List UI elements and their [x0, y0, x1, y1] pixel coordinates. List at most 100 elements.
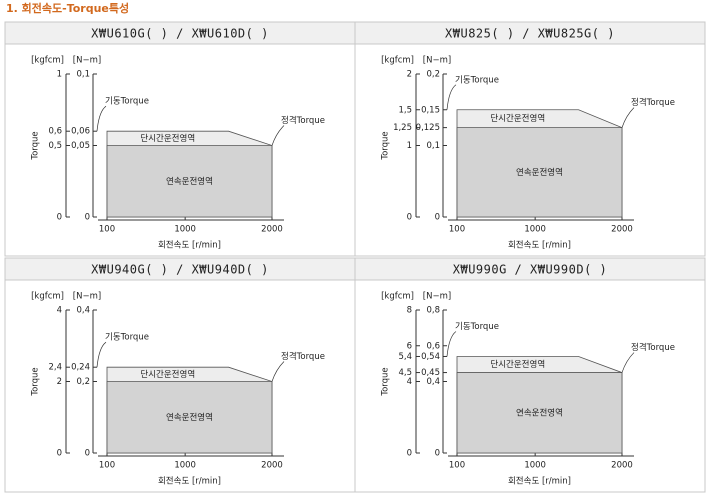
region-area [456, 372, 623, 454]
axis-unit: [kgfcm] [31, 56, 64, 66]
y2-tick-label: 2,4 [48, 363, 62, 373]
annotation: 정격Torque [631, 97, 675, 108]
y-tick-label: 0,4 [76, 306, 90, 316]
y-tick-label: 0,45 [421, 368, 440, 378]
x-tick-label: 1000 [174, 461, 196, 471]
annotation: 기동Torque [105, 97, 149, 107]
y2-tick-label: 1 [57, 70, 62, 80]
region-label: 단시간운전영역 [490, 113, 545, 124]
panel-header [354, 257, 706, 281]
x-tick-label: 2000 [261, 461, 283, 471]
x-tick-label: 2000 [611, 461, 633, 471]
leader-line [621, 352, 635, 373]
region-label: 연속운전영역 [166, 412, 213, 423]
leader-line [271, 361, 285, 382]
y2-tick-label: 0,6 [48, 127, 62, 137]
y2-tick-label: 5,4 [398, 352, 412, 362]
y-tick-label: 0,8 [426, 306, 440, 316]
page-title: 1. 회전속도-Torque특성 [6, 1, 129, 15]
axis-unit: [N−m] [73, 56, 101, 66]
y2-tick-label: 1,25 [393, 123, 412, 133]
y-tick-label: 0,4 [426, 377, 440, 387]
panel-title: X₩U990G / X₩U990D( ) [453, 263, 608, 277]
x-tick-label: 1000 [174, 225, 196, 235]
leader-line [446, 84, 457, 110]
y-tick-label: 0 [435, 213, 440, 223]
region-label: 단시간운전영역 [140, 369, 195, 380]
panel-header [354, 21, 706, 45]
y2-tick-label: 0 [407, 449, 412, 459]
y-tick-label: 0,1 [76, 70, 90, 80]
y-tick-label: 0 [85, 449, 90, 459]
region-label: 연속운전영역 [516, 407, 563, 418]
x-axis-label: 회전속도 [r/min] [508, 476, 571, 487]
axis-unit: [kgfcm] [31, 292, 64, 302]
x-tick-label: 2000 [611, 225, 633, 235]
x-tick-label: 100 [99, 225, 115, 235]
annotation: 기동Torque [455, 322, 499, 332]
axis-unit: [N−m] [73, 292, 101, 302]
y2-tick-label: 2 [407, 70, 412, 80]
panel-title: X₩U825( ) / X₩U825G( ) [445, 27, 615, 41]
axis-unit: [N−m] [423, 56, 451, 66]
annotation: 정격Torque [281, 351, 325, 362]
y2-tick-label: 1,5 [398, 105, 412, 115]
y2-tick-label: 6 [407, 341, 412, 351]
y-axis-label: Torque [381, 131, 391, 160]
chart-panel: X₩U825( ) / X₩U825G( ) [kgfcm] [N−m] Torque… [354, 21, 706, 257]
y-axis-label: Torque [31, 367, 41, 396]
y2-tick-label: 0 [57, 449, 62, 459]
y-axis-label: Torque [31, 131, 41, 160]
region-label: 단시간운전영역 [490, 359, 545, 370]
x-tick-label: 1000 [524, 461, 546, 471]
chart-panel: X₩U940G( ) / X₩U940D( ) [kgfcm] [N−m] Torqu… [4, 257, 356, 493]
y2-tick-label: 4 [407, 377, 412, 387]
y-tick-label: 0,1 [426, 141, 440, 151]
leader-line [446, 331, 457, 357]
panel-title: X₩U940G( ) / X₩U940D( ) [91, 263, 269, 277]
region-area [106, 381, 273, 454]
axis-unit: [kgfcm] [381, 292, 414, 302]
region-label: 연속운전영역 [516, 167, 563, 178]
y2-tick-label: 0 [407, 213, 412, 223]
leader-line [621, 107, 635, 128]
y-axis-label: Torque [381, 367, 391, 396]
x-tick-label: 1000 [524, 225, 546, 235]
region-area [456, 127, 623, 218]
x-tick-label: 100 [449, 225, 465, 235]
region-area [106, 145, 273, 218]
y-tick-label: 0,54 [421, 352, 440, 362]
annotation: 정격Torque [631, 342, 675, 353]
y-tick-label: 0,2 [426, 70, 440, 80]
chart-panel: X₩U990G / X₩U990D( ) [kgfcm] [N−m] Torque 회전… [354, 257, 706, 493]
y-tick-label: 0,125 [416, 123, 440, 133]
x-tick-label: 100 [449, 461, 465, 471]
y-tick-label: 0,6 [426, 341, 440, 351]
y2-tick-label: 1 [407, 141, 412, 151]
y-tick-label: 0 [435, 449, 440, 459]
axis-unit: [N−m] [423, 292, 451, 302]
x-tick-label: 2000 [261, 225, 283, 235]
y2-tick-label: 4,5 [398, 368, 412, 378]
leader-line [96, 105, 107, 132]
x-axis-label: 회전속도 [r/min] [158, 240, 221, 251]
leader-line [96, 341, 107, 368]
y2-tick-label: 2 [57, 377, 62, 387]
axis-unit: [kgfcm] [381, 56, 414, 66]
y-tick-label: 0,06 [71, 127, 90, 137]
y2-tick-label: 0 [57, 213, 62, 223]
panel-title: X₩U610G( ) / X₩U610D( ) [91, 27, 269, 41]
annotation: 기동Torque [105, 333, 149, 343]
x-tick-label: 100 [99, 461, 115, 471]
y2-tick-label: 0,5 [48, 141, 62, 151]
region-label: 단시간운전영역 [140, 133, 195, 144]
annotation: 기동Torque [455, 75, 499, 85]
region-label: 연속운전영역 [166, 176, 213, 187]
leader-line [271, 125, 285, 146]
y2-tick-label: 4 [57, 306, 62, 316]
x-axis-label: 회전속도 [r/min] [508, 240, 571, 251]
y2-tick-label: 8 [407, 306, 412, 316]
chart-panel: X₩U610G( ) / X₩U610D( ) [kgfcm] [N−m] Torqu… [4, 21, 356, 257]
